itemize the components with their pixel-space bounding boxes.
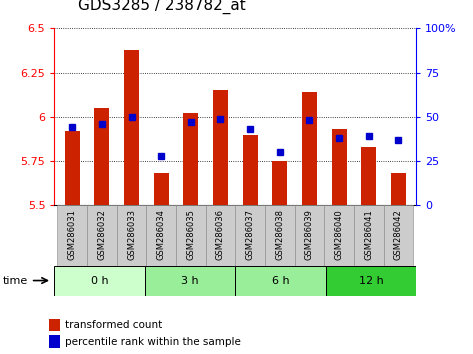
Bar — [146, 205, 176, 266]
Text: 3 h: 3 h — [181, 275, 199, 286]
Bar — [384, 205, 413, 266]
Text: GSM286039: GSM286039 — [305, 209, 314, 259]
Bar — [49, 319, 60, 331]
Bar — [95, 108, 109, 205]
Bar — [49, 335, 60, 348]
Text: GSM286037: GSM286037 — [245, 209, 254, 260]
Bar — [243, 135, 258, 205]
Bar — [87, 205, 117, 266]
Bar — [154, 173, 168, 205]
Bar — [326, 266, 416, 296]
Text: GSM286035: GSM286035 — [186, 209, 195, 259]
Bar — [65, 131, 79, 205]
Text: GDS3285 / 238782_at: GDS3285 / 238782_at — [78, 0, 246, 14]
Text: GSM286041: GSM286041 — [364, 209, 373, 259]
Bar — [236, 205, 265, 266]
Bar — [184, 113, 198, 205]
Text: 6 h: 6 h — [272, 275, 289, 286]
Bar — [213, 90, 228, 205]
Bar — [57, 205, 87, 266]
Text: GSM286031: GSM286031 — [68, 209, 77, 259]
Bar — [206, 205, 236, 266]
Bar — [145, 266, 235, 296]
Text: 12 h: 12 h — [359, 275, 384, 286]
Bar — [272, 161, 287, 205]
Text: GSM286033: GSM286033 — [127, 209, 136, 260]
Bar — [302, 92, 317, 205]
Text: time: time — [2, 275, 27, 286]
Text: GSM286040: GSM286040 — [334, 209, 343, 259]
Bar — [332, 129, 347, 205]
Text: GSM286042: GSM286042 — [394, 209, 403, 259]
Bar — [117, 205, 146, 266]
Bar — [361, 147, 376, 205]
Bar — [54, 266, 145, 296]
Text: GSM286038: GSM286038 — [275, 209, 284, 260]
Text: percentile rank within the sample: percentile rank within the sample — [65, 337, 241, 347]
Bar — [354, 205, 384, 266]
Bar — [265, 205, 295, 266]
Bar — [295, 205, 324, 266]
Bar — [176, 205, 206, 266]
Bar — [391, 173, 406, 205]
Text: GSM286032: GSM286032 — [97, 209, 106, 259]
Text: 0 h: 0 h — [91, 275, 108, 286]
Bar — [235, 266, 326, 296]
Bar — [124, 50, 139, 205]
Text: GSM286034: GSM286034 — [157, 209, 166, 259]
Text: transformed count: transformed count — [65, 320, 163, 330]
Text: GSM286036: GSM286036 — [216, 209, 225, 260]
Bar — [324, 205, 354, 266]
